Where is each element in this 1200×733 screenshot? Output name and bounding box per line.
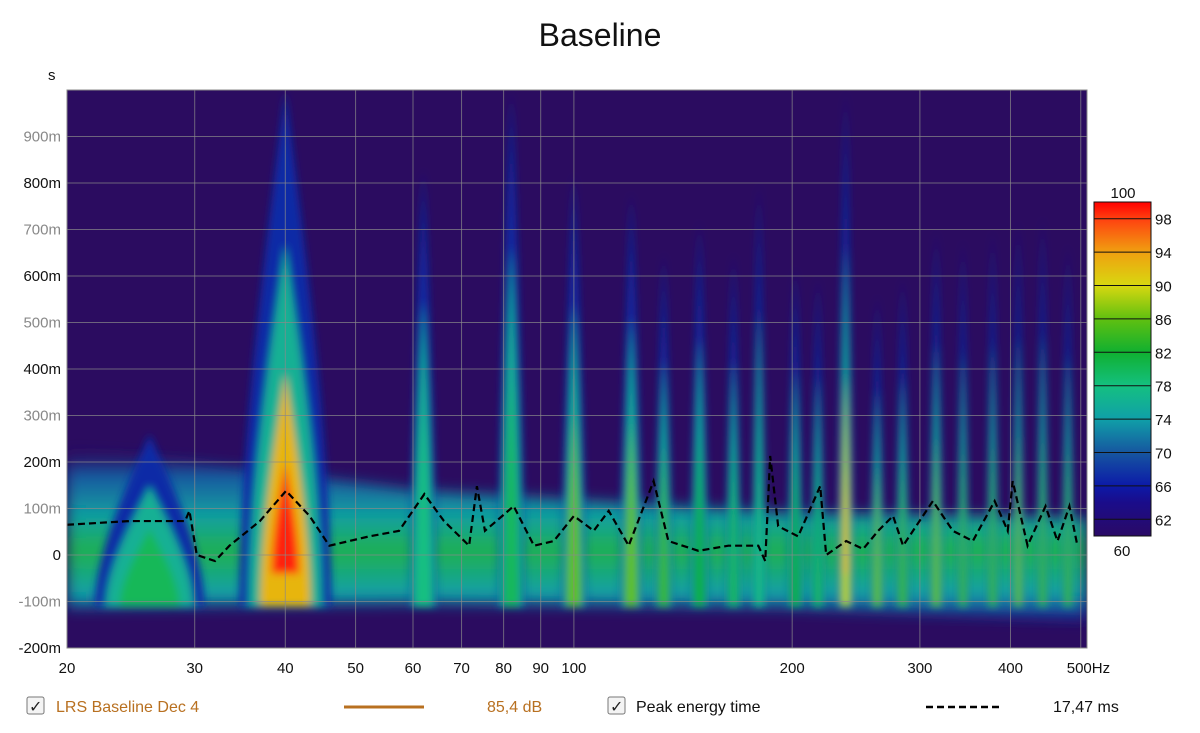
resonance-peak — [896, 276, 910, 607]
resonance-core — [731, 507, 736, 574]
resonance-peak — [654, 252, 673, 607]
resonance-peak — [498, 90, 525, 607]
x-tick-label: 300 — [907, 660, 932, 677]
colorbar-top-label: 100 — [1110, 185, 1135, 202]
peak-energy-checkbox[interactable] — [607, 696, 626, 715]
resonance-peak — [838, 90, 854, 607]
colorbar-bottom-label: 60 — [1114, 543, 1131, 560]
y-tick-label: 800m — [23, 175, 61, 192]
y-tick-label: 500m — [23, 315, 61, 332]
y-axis-ticks: 900m 800m 700m 600m 500m 400m 300m 200m 100m 0 -10… — [18, 129, 61, 658]
y-tick-label: -100m — [18, 594, 61, 611]
resonance-core — [793, 511, 798, 574]
resonance-core — [757, 487, 761, 574]
x-tick-label: 100 — [561, 660, 586, 677]
y-tick-label: 300m — [23, 408, 61, 425]
resonance-peak — [752, 183, 766, 607]
x-tick-label: 20 — [59, 660, 76, 677]
x-tick-label: 70 — [453, 660, 470, 677]
peak-energy-time-line — [67, 455, 1079, 563]
y-tick-label: 700m — [23, 222, 61, 239]
colorbar-tick-label: 70 — [1155, 446, 1172, 463]
resonance-peak — [957, 238, 969, 607]
x-tick-label: 80 — [495, 660, 512, 677]
resonance-core — [419, 483, 428, 574]
colorbar-tick-label: 66 — [1155, 479, 1172, 496]
plot-border — [66, 89, 1088, 649]
peak-energy-label: Peak energy time — [636, 699, 761, 716]
x-tick-label: 50 — [347, 660, 364, 677]
colorbar-tick-label: 74 — [1155, 412, 1172, 429]
y-tick-label: 100m — [23, 501, 61, 518]
colorbar-tick-label: 86 — [1155, 312, 1172, 329]
legend: ✓ LRS Baseline Dec 4 85,4 dB ✓ Peak ener… — [26, 696, 1119, 716]
checkmark-icon: ✓ — [610, 699, 623, 716]
y-tick-label: 200m — [23, 454, 61, 471]
resonance-core — [507, 461, 516, 574]
colorbar-gradient — [1093, 201, 1152, 537]
y-tick-label: 900m — [23, 129, 61, 146]
x-tick-label: 40 — [277, 660, 294, 677]
resonance-core — [875, 518, 880, 574]
legend-item-peak-energy[interactable]: ✓ Peak energy time 17,47 ms — [607, 696, 1119, 716]
peak-energy-value: 17,47 ms — [1053, 699, 1119, 716]
resonance-core — [661, 507, 667, 574]
x-tick-label: 60 — [405, 660, 422, 677]
resonance-layer — [95, 90, 1074, 607]
resonance-peak — [725, 252, 742, 607]
grid-lines — [67, 90, 1087, 648]
colorbar-tick-label: 94 — [1155, 245, 1172, 262]
checkmark-icon: ✓ — [29, 699, 42, 716]
measurement-value: 85,4 dB — [487, 699, 542, 716]
resonance-peak — [410, 169, 437, 607]
resonance-peak — [620, 192, 643, 607]
y-tick-label: 0 — [53, 547, 61, 564]
resonance-core — [961, 503, 965, 574]
resonance-core — [1066, 504, 1070, 574]
y-tick-label: 400m — [23, 361, 61, 378]
resonance-core — [1041, 496, 1045, 574]
colorbar-tick-label: 90 — [1155, 279, 1172, 296]
x-tick-label: 500Hz — [1067, 660, 1110, 677]
x-tick-label: 400 — [998, 660, 1023, 677]
resonance-core — [133, 557, 167, 574]
y-tick-label: 600m — [23, 268, 61, 285]
measurement-label: LRS Baseline Dec 4 — [56, 699, 199, 716]
resonance-core — [628, 490, 635, 574]
measurement-checkbox[interactable] — [26, 696, 45, 715]
y-tick-label: -200m — [18, 640, 61, 657]
resonance-core — [815, 513, 820, 574]
plot-area[interactable] — [67, 90, 1087, 648]
resonance-peak — [1012, 220, 1024, 607]
x-tick-label: 90 — [532, 660, 549, 677]
colorbar-tick-label: 62 — [1155, 512, 1172, 529]
resonance-core — [843, 461, 848, 574]
x-axis-ticks: 20 30 40 50 60 70 80 90 100 200 300 400 500Hz — [59, 660, 1110, 677]
resonance-peak — [690, 220, 709, 607]
chart-title: Baseline — [539, 17, 662, 53]
legend-item-measurement[interactable]: ✓ LRS Baseline Dec 4 85,4 dB — [26, 696, 542, 716]
x-tick-label: 30 — [186, 660, 203, 677]
colorbar-tick-label: 82 — [1155, 345, 1172, 362]
y-axis-unit: s — [48, 67, 56, 84]
color-scale: 100 98 94 90 86 82 78 74 70 66 62 60 — [1093, 185, 1172, 560]
colorbar-tick-label: 78 — [1155, 379, 1172, 396]
x-tick-label: 200 — [780, 660, 805, 677]
series-layer — [67, 455, 1079, 563]
colorbar-tick-label: 98 — [1155, 212, 1172, 229]
